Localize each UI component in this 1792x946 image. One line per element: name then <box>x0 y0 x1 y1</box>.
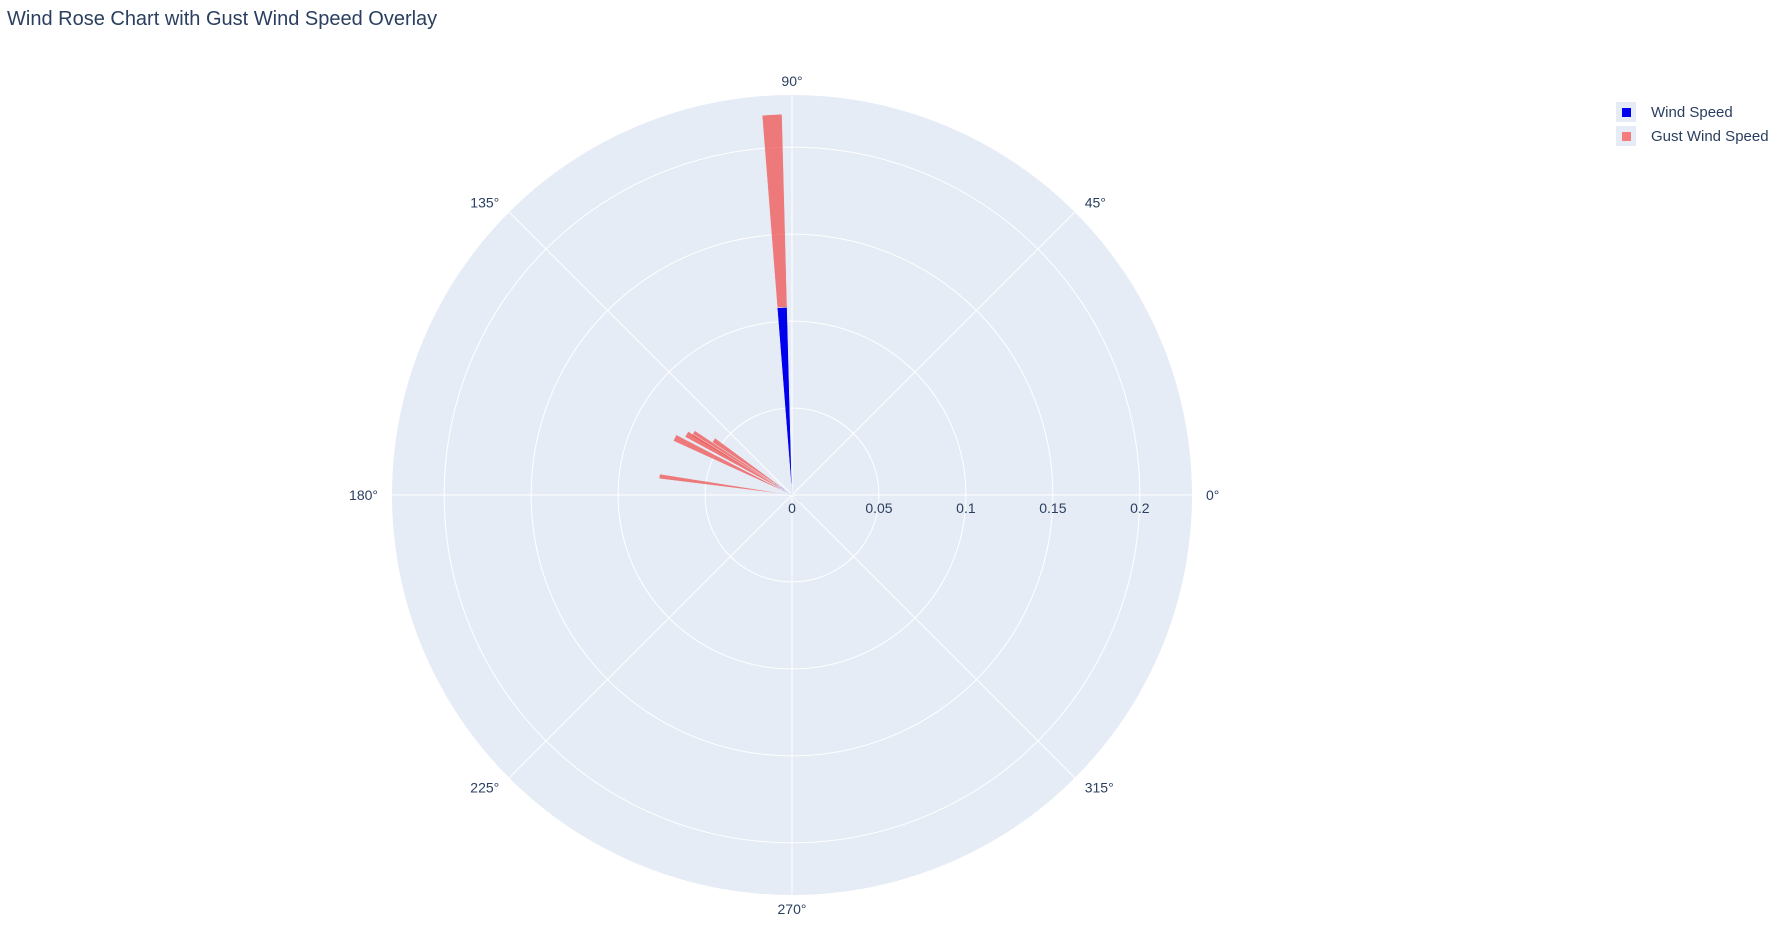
angular-tick-label: 0° <box>1206 487 1219 503</box>
chart-title: Wind Rose Chart with Gust Wind Speed Ove… <box>7 8 438 30</box>
angular-gridline <box>508 494 793 779</box>
legend-item-gust-wind-speed[interactable]: Gust Wind Speed <box>1616 124 1769 148</box>
angular-gridline <box>791 211 1076 496</box>
legend-swatch-wind-speed <box>1621 107 1631 117</box>
radial-tick-label: 0.05 <box>865 500 892 516</box>
legend-swatch-gust-wind-speed <box>1621 131 1631 141</box>
legend: Wind Speed Gust Wind Speed <box>1616 100 1769 148</box>
bar-gust-wind-speed <box>791 494 801 503</box>
angular-tick-label: 225° <box>470 780 499 796</box>
radial-tick-label: 0 <box>788 500 796 516</box>
radial-tick-label: 0.2 <box>1130 500 1150 516</box>
angular-tick-label: 315° <box>1085 780 1114 796</box>
angular-tick-label: 180° <box>349 487 378 503</box>
angular-gridline <box>508 211 793 496</box>
legend-label-gust-wind-speed: Gust Wind Speed <box>1651 127 1769 145</box>
legend-item-wind-speed[interactable]: Wind Speed <box>1616 100 1769 124</box>
bar-gust-wind-speed <box>684 431 784 491</box>
bar-gust-wind-speed <box>761 114 788 309</box>
legend-label-wind-speed: Wind Speed <box>1651 103 1733 121</box>
angular-tick-label: 45° <box>1085 194 1106 210</box>
bar-gust-wind-speed <box>791 486 797 496</box>
angular-gridline <box>791 494 1076 779</box>
bar-gust-wind-speed <box>658 473 793 496</box>
angular-tick-label: 270° <box>778 901 807 917</box>
radial-tick-label: 0.1 <box>956 500 976 516</box>
angular-tick-label: 90° <box>781 73 802 89</box>
radial-tick-label: 0.15 <box>1039 500 1066 516</box>
angular-tick-label: 135° <box>470 194 499 210</box>
bar-gust-wind-speed <box>672 434 784 492</box>
